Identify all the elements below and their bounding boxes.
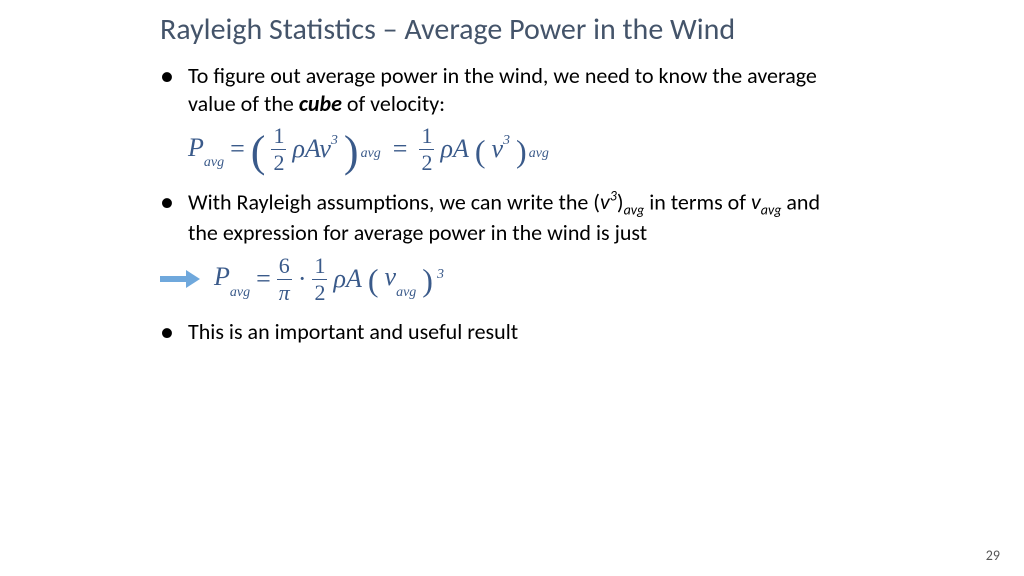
eq1-A1: A — [305, 134, 319, 163]
eq1-v1: v — [319, 134, 331, 163]
page-number: 29 — [986, 547, 1000, 564]
eq1-v2: v — [492, 134, 504, 163]
bullet-2: With Rayleigh assumptions, we can write … — [160, 188, 840, 247]
bullet-3: This is an important and useful result — [160, 318, 840, 346]
eq2-vavg: avg — [396, 285, 416, 300]
eq1-avg1: avg — [361, 145, 381, 163]
eq1-rp1: ) — [344, 134, 359, 169]
bullet-2-vpow: 3 — [610, 188, 617, 205]
eq1-avg2: avg — [529, 145, 549, 163]
bullet-1-pre: To figure out average power in the wind,… — [188, 62, 817, 117]
eq1-rho2: ρ — [440, 134, 452, 163]
arrow-icon — [160, 272, 200, 286]
bullet-1-cube: cube — [299, 90, 342, 117]
eq1-P: P — [188, 133, 204, 162]
eq1-eq2: = — [393, 133, 408, 166]
eq2-Pavg: avg — [230, 285, 250, 300]
bullet-2-v: v — [600, 188, 610, 215]
eq2-v: v — [385, 262, 397, 291]
eq2-P: P — [214, 262, 230, 291]
bullet-2-avg2: avg — [761, 202, 782, 219]
bullet-2-mid2: in terms of — [644, 188, 751, 215]
eq1-lp1: ( — [251, 134, 266, 169]
bullet-3-text: This is an important and useful result — [188, 318, 518, 345]
eq2-rho: ρ — [333, 264, 345, 293]
slide-body: To figure out average power in the wind,… — [160, 62, 964, 345]
bullet-2-mid1: ) — [617, 188, 624, 215]
eq2-eq: = — [256, 263, 271, 296]
eq1-eq1: = — [230, 133, 245, 166]
slide: Rayleigh Statistics – Average Power in t… — [0, 0, 1024, 576]
slide-title: Rayleigh Statistics – Average Power in t… — [160, 12, 864, 48]
eq1-Pavg: avg — [204, 155, 224, 170]
equation-2: Pavg = 6 π · 1 2 ρA ( vavg ) 3 — [160, 255, 964, 304]
bullet-2-v2: v — [751, 188, 761, 215]
eq1-A2: A — [453, 134, 469, 163]
eq2-half: 1 2 — [312, 255, 327, 304]
bullet-2-pre: With Rayleigh assumptions, we can write … — [188, 188, 600, 215]
equation-1: Pavg = ( 1 2 ρAv3 ) avg = 1 2 ρA ( v3 ) … — [188, 125, 964, 174]
eq1-half2: 1 2 — [419, 125, 434, 174]
bullet-1: To figure out average power in the wind,… — [160, 62, 840, 117]
eq1-cube2: 3 — [503, 133, 510, 148]
eq2-lp: ( — [368, 268, 379, 294]
eq1-lp2: ( — [475, 139, 486, 165]
eq1-half1: 1 2 — [271, 125, 286, 174]
eq1-rho1: ρ — [292, 134, 304, 163]
eq1-rp2: ) — [516, 139, 527, 165]
eq2-dot: · — [298, 263, 307, 296]
eq2-6pi: 6 π — [277, 255, 292, 304]
bullet-2-avg1: avg — [624, 202, 645, 219]
bullet-1-post: of velocity: — [342, 90, 445, 117]
eq1-cube1: 3 — [331, 133, 338, 148]
eq2-cube: 3 — [437, 266, 444, 284]
eq2-A: A — [346, 264, 362, 293]
eq2-rp: ) — [422, 268, 433, 294]
